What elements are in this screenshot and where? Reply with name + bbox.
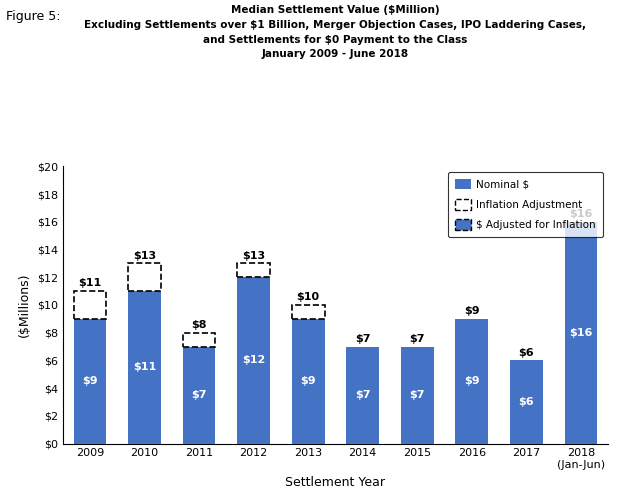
Text: $9: $9 — [82, 376, 98, 386]
Text: $8: $8 — [191, 320, 207, 330]
Text: $6: $6 — [519, 397, 534, 407]
Bar — [182, 333, 216, 347]
Bar — [237, 277, 270, 444]
Bar — [292, 319, 325, 444]
Text: $9: $9 — [300, 376, 316, 386]
Bar — [128, 291, 161, 444]
Bar — [237, 264, 270, 277]
Text: $7: $7 — [409, 390, 425, 400]
Text: $13: $13 — [133, 250, 156, 261]
Bar — [128, 264, 161, 291]
Text: Median Settlement Value ($Million)
Excluding Settlements over $1 Billion, Merger: Median Settlement Value ($Million) Exclu… — [85, 5, 586, 59]
Bar — [455, 319, 488, 444]
Text: $16: $16 — [569, 209, 593, 219]
Text: $9: $9 — [464, 376, 480, 386]
Bar — [564, 222, 598, 444]
Legend: Nominal $, Inflation Adjustment, $ Adjusted for Inflation: Nominal $, Inflation Adjustment, $ Adjus… — [448, 171, 603, 237]
Text: $11: $11 — [78, 278, 102, 288]
Bar — [73, 319, 107, 444]
X-axis label: Settlement Year: Settlement Year — [285, 476, 386, 488]
Bar — [510, 360, 543, 444]
Text: $6: $6 — [519, 348, 534, 358]
Text: Figure 5:: Figure 5: — [6, 10, 61, 23]
Text: $7: $7 — [355, 390, 371, 400]
Text: $13: $13 — [242, 250, 265, 261]
Text: $16: $16 — [569, 328, 593, 338]
Text: $11: $11 — [133, 362, 156, 372]
Text: $7: $7 — [191, 390, 207, 400]
Bar — [73, 291, 107, 319]
Y-axis label: ($Millions): ($Millions) — [18, 273, 31, 337]
Text: $9: $9 — [464, 306, 480, 316]
Bar — [346, 347, 379, 444]
Bar — [292, 305, 325, 319]
Bar — [401, 347, 434, 444]
Text: $10: $10 — [297, 292, 320, 302]
Text: $7: $7 — [355, 334, 371, 344]
Bar — [182, 347, 216, 444]
Text: $7: $7 — [409, 334, 425, 344]
Text: $12: $12 — [242, 355, 265, 365]
